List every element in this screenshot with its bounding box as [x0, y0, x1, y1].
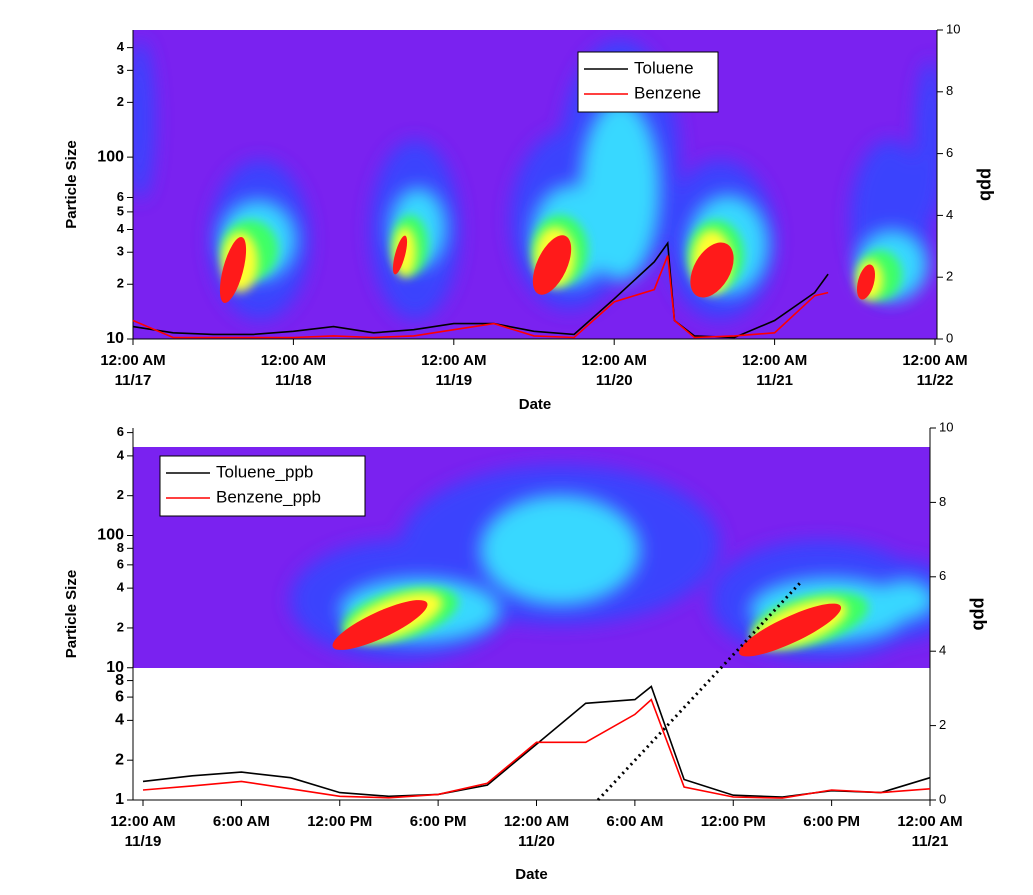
y-tick-label: 6 [117, 424, 124, 439]
y-axis-label: Particle Size [63, 570, 80, 658]
y-tick-label: 100 [97, 527, 124, 544]
y-tick-label: 2 [115, 751, 124, 768]
heatmap [133, 447, 930, 668]
x-tick-sublabel: 11/21 [756, 372, 793, 389]
y-tick-label: 6 [117, 189, 124, 204]
legend-label: Benzene_ppb [216, 487, 321, 506]
x-tick-label: 12:00 AM [421, 352, 486, 369]
y-tick-label: 8 [115, 672, 124, 689]
x-tick-label: 6:00 AM [213, 813, 270, 830]
series-line [132, 255, 829, 339]
y-tick-label: 4 [115, 712, 124, 729]
x-tick-sublabel: 11/17 [115, 372, 152, 389]
y-tick-label: 1 [115, 791, 124, 808]
y-tick-label: 6 [117, 556, 124, 571]
legend-label: Toluene [634, 58, 694, 77]
x-tick-label: 6:00 AM [606, 813, 663, 830]
y2-tick-label: 10 [946, 21, 960, 36]
y-tick-label: 4 [117, 221, 125, 236]
y-tick-label: 4 [117, 447, 125, 462]
legend-box [577, 51, 719, 113]
y-tick-label: 3 [117, 244, 124, 259]
y2-tick-label: 2 [946, 269, 953, 284]
x-tick-label: 6:00 PM [410, 813, 467, 830]
x-tick-label: 12:00 AM [897, 813, 962, 830]
y-tick-label: 2 [117, 276, 124, 291]
y2-tick-label: 0 [939, 791, 946, 806]
y-tick-label: 8 [117, 540, 124, 555]
x-tick-label: 12:00 AM [100, 352, 165, 369]
y2-axis-label: ppb [976, 168, 996, 201]
x-tick-label: 6:00 PM [803, 813, 860, 830]
y-tick-label: 10 [106, 330, 124, 347]
y2-tick-label: 4 [939, 643, 946, 658]
x-tick-label: 12:00 AM [902, 352, 967, 369]
y-tick-label: 100 [97, 148, 124, 165]
y2-tick-label: 8 [946, 83, 953, 98]
y-tick-label: 6 [115, 688, 124, 705]
y-tick-label: 5 [117, 203, 124, 218]
x-tick-label: 12:00 AM [742, 352, 807, 369]
trend-line [596, 581, 802, 802]
x-axis-label: Date [515, 866, 548, 883]
y2-axis-label: ppb [969, 598, 989, 631]
x-tick-label: 12:00 AM [261, 352, 326, 369]
x-tick-sublabel: 11/20 [596, 372, 633, 389]
y2-tick-label: 2 [939, 717, 946, 732]
legend-label: Benzene [634, 83, 701, 102]
legend-box [159, 455, 366, 517]
x-tick-label: 12:00 AM [504, 813, 569, 830]
x-tick-sublabel: 11/18 [275, 372, 312, 389]
x-tick-sublabel: 11/19 [435, 372, 472, 389]
y-tick-label: 4 [117, 39, 125, 54]
y-tick-label: 3 [117, 62, 124, 77]
y2-tick-label: 10 [939, 419, 953, 434]
y-tick-label: 10 [106, 659, 124, 676]
y-tick-label: 2 [117, 619, 124, 634]
x-tick-label: 12:00 AM [582, 352, 647, 369]
y-tick-label: 2 [117, 94, 124, 109]
x-tick-label: 12:00 AM [110, 813, 175, 830]
legend-label: Toluene_ppb [216, 462, 313, 481]
x-tick-label: 12:00 PM [307, 813, 372, 830]
x-tick-sublabel: 11/21 [912, 833, 949, 850]
x-axis-label: Date [519, 396, 552, 413]
heatmap [133, 30, 937, 339]
x-tick-sublabel: 11/20 [518, 833, 555, 850]
x-tick-sublabel: 11/22 [917, 372, 954, 389]
y2-tick-label: 0 [946, 330, 953, 345]
y-axis-label: Particle Size [63, 140, 80, 228]
x-tick-sublabel: 11/19 [125, 833, 162, 850]
series-line [142, 698, 931, 799]
y-tick-label: 4 [117, 580, 125, 595]
y2-tick-label: 6 [946, 145, 953, 160]
x-tick-label: 12:00 PM [701, 813, 766, 830]
y2-tick-label: 8 [939, 494, 946, 509]
y2-tick-label: 6 [939, 568, 946, 583]
y2-tick-label: 4 [946, 207, 953, 222]
y-tick-label: 2 [117, 487, 124, 502]
